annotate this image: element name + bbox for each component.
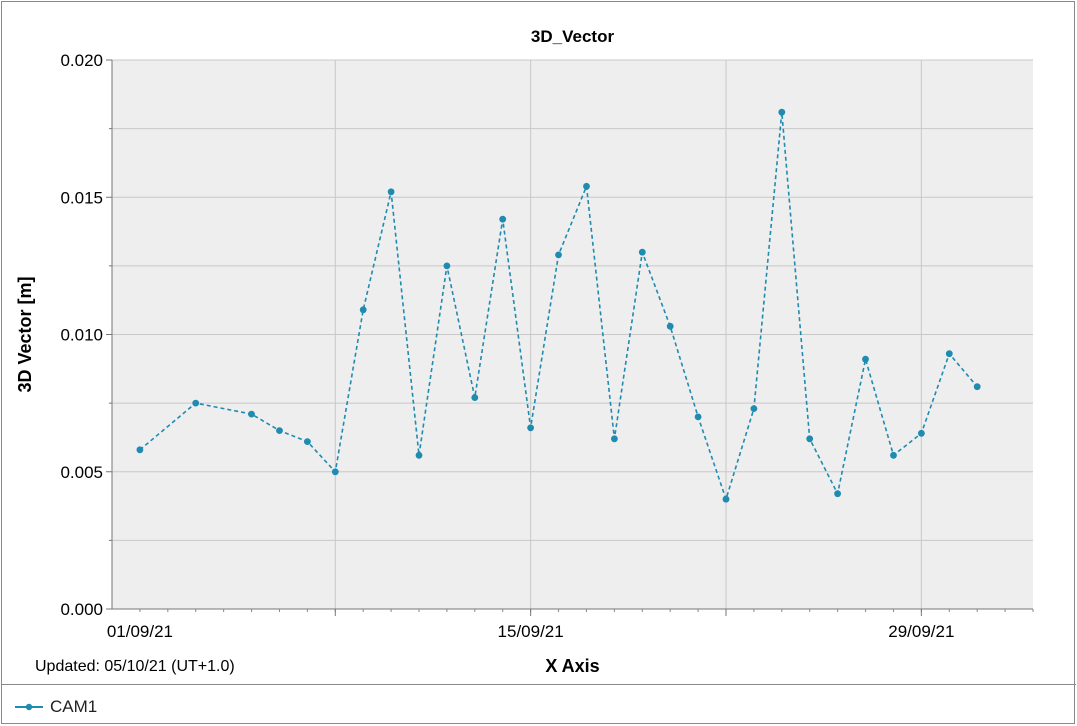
y-tick-label: 0.005	[60, 463, 103, 482]
data-point	[722, 495, 730, 503]
series-cam1	[136, 108, 981, 503]
chart-text: 3D_Vector 3D Vector [m] X Axis Updated: …	[15, 27, 614, 676]
data-point	[945, 350, 953, 358]
data-point	[973, 383, 981, 391]
data-point	[862, 355, 869, 363]
data-point	[136, 446, 144, 454]
data-point	[359, 306, 367, 314]
data-point	[834, 490, 841, 498]
data-point	[527, 424, 534, 432]
y-tick-label: 0.010	[60, 326, 103, 345]
data-point	[611, 435, 618, 443]
data-point	[415, 451, 423, 459]
data-point	[806, 435, 814, 443]
axes: 0.000 0.005 0.010 0.015 0.020 01/09/21 15/09/2…	[60, 51, 1034, 641]
data-point	[331, 468, 339, 476]
legend-label: CAM1	[50, 697, 98, 716]
x-tick-label: 15/09/21	[498, 622, 564, 641]
data-point	[443, 262, 451, 270]
y-axis-label: 3D Vector [m]	[15, 276, 35, 392]
data-point	[750, 405, 758, 412]
chart-title: 3D_Vector	[531, 27, 615, 46]
data-point	[192, 399, 200, 407]
chart-canvas: 0.000 0.005 0.010 0.015 0.020 01/09/21 15/09/2…	[15, 27, 1034, 676]
data-point	[778, 108, 786, 116]
data-point	[555, 251, 562, 259]
legend-marker-icon	[15, 703, 43, 711]
y-tick-label: 0.020	[60, 51, 103, 70]
legend-item-cam1: CAM1	[14, 697, 97, 717]
data-point	[499, 215, 507, 223]
data-point	[890, 451, 897, 459]
data-point	[471, 394, 479, 401]
x-axis-label: X Axis	[545, 656, 599, 676]
data-point	[304, 438, 311, 445]
data-point	[248, 410, 255, 418]
data-point	[387, 188, 395, 196]
y-tick-label: 0.015	[60, 188, 103, 207]
data-point	[918, 429, 925, 437]
updated-note: Updated: 05/10/21 (UT+1.0)	[35, 658, 235, 675]
legend: CAM1	[2, 684, 1076, 725]
data-point	[638, 248, 646, 256]
data-point	[583, 182, 590, 190]
y-tick-label: 0.000	[60, 600, 103, 619]
data-point	[666, 322, 674, 330]
x-tick-label: 29/09/21	[888, 622, 954, 641]
data-point	[276, 427, 283, 434]
data-point	[694, 413, 702, 421]
grid-lines	[112, 59, 1033, 609]
x-tick-label: 01/09/21	[107, 622, 173, 641]
